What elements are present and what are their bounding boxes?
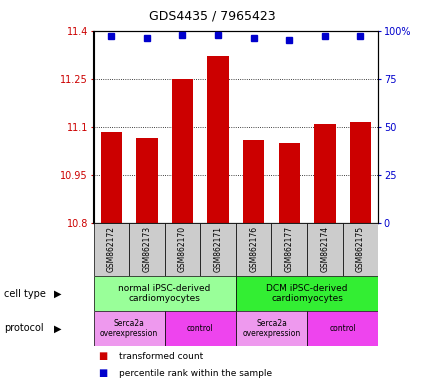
Text: ■: ■ (98, 351, 107, 361)
Text: cell type: cell type (4, 289, 46, 299)
Text: transformed count: transformed count (119, 352, 203, 361)
Text: protocol: protocol (4, 323, 44, 333)
Bar (94, 223, 129, 276)
Bar (129, 223, 164, 276)
Text: GSM862173: GSM862173 (142, 226, 151, 272)
Text: GSM862174: GSM862174 (320, 226, 329, 272)
Bar (94, 311, 164, 346)
Bar (236, 276, 378, 311)
Bar (343, 223, 378, 276)
Bar (272, 223, 307, 276)
Text: normal iPSC-derived
cardiomyocytes: normal iPSC-derived cardiomyocytes (119, 284, 211, 303)
Bar (307, 223, 343, 276)
Text: DCM iPSC-derived
cardiomyocytes: DCM iPSC-derived cardiomyocytes (266, 284, 348, 303)
Bar (207, 56, 229, 223)
Bar (164, 223, 200, 276)
Text: ■: ■ (98, 368, 107, 378)
Text: control: control (329, 324, 356, 333)
Bar (164, 311, 236, 346)
Bar (243, 139, 264, 223)
Text: ▶: ▶ (54, 289, 61, 299)
Bar (307, 311, 378, 346)
Bar (94, 276, 236, 311)
Text: GSM862176: GSM862176 (249, 226, 258, 272)
Text: control: control (187, 324, 214, 333)
Bar (350, 122, 371, 223)
Text: ▶: ▶ (54, 323, 61, 333)
Bar (172, 79, 193, 223)
Text: Serca2a
overexpression: Serca2a overexpression (100, 319, 158, 338)
Bar (236, 311, 307, 346)
Text: percentile rank within the sample: percentile rank within the sample (119, 369, 272, 378)
Bar (200, 223, 236, 276)
Text: GSM862170: GSM862170 (178, 226, 187, 272)
Text: GSM862172: GSM862172 (107, 226, 116, 272)
Text: GDS4435 / 7965423: GDS4435 / 7965423 (149, 10, 276, 22)
Bar (101, 131, 122, 223)
Bar (314, 124, 335, 223)
Text: GSM862177: GSM862177 (285, 226, 294, 272)
Bar (236, 223, 272, 276)
Text: GSM862175: GSM862175 (356, 226, 365, 272)
Bar (136, 138, 158, 223)
Text: GSM862171: GSM862171 (214, 226, 223, 272)
Text: Serca2a
overexpression: Serca2a overexpression (242, 319, 300, 338)
Bar (278, 143, 300, 223)
